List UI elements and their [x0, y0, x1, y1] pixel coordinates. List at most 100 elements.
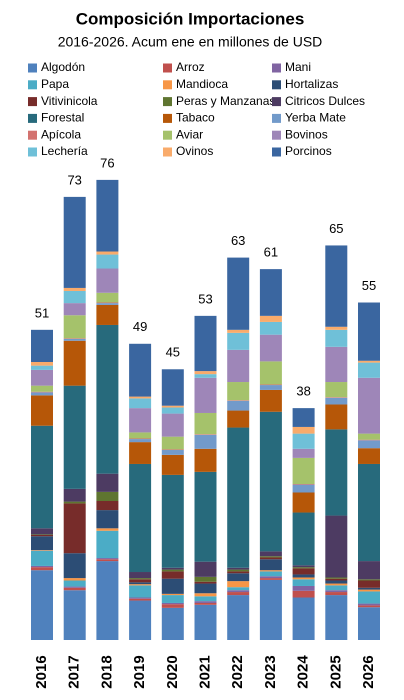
bar-segment: [227, 382, 250, 401]
bar-segment: [96, 559, 119, 562]
legend-label: Forestal: [41, 111, 84, 125]
legend-swatch: [272, 147, 281, 157]
x-tick-label: 2021: [196, 655, 213, 688]
legend-swatch: [272, 130, 281, 140]
bar-segment: [96, 304, 119, 325]
bar-segment: [325, 326, 348, 330]
bar-segment: [194, 471, 217, 562]
bar-segment: [292, 426, 315, 434]
legend-label: Hortalizas: [285, 77, 338, 91]
bar-segment: [358, 589, 380, 592]
bar-segment: [31, 550, 53, 566]
bar-segment: [161, 571, 184, 579]
bar-segment: [63, 290, 86, 304]
bar-segment: [161, 436, 184, 450]
bar-segment: [161, 474, 184, 568]
bar-segment: [325, 329, 348, 347]
legend-swatch: [272, 97, 281, 107]
bar-segment: [227, 329, 250, 333]
bar-segment: [129, 578, 152, 580]
x-tick-label: 2026: [360, 655, 377, 688]
bar-segment: [227, 592, 250, 596]
bar-segment: [161, 567, 184, 570]
bar-segment: [227, 349, 250, 383]
legend-swatch: [163, 113, 172, 123]
bar-segment: [194, 315, 217, 372]
bar-segment: [194, 448, 217, 472]
bar-segment: [63, 501, 86, 504]
bar-segment: [63, 503, 86, 554]
legend-label: Lechería: [41, 144, 88, 158]
x-tick-label: 2024: [295, 655, 312, 689]
bar-segment: [358, 448, 380, 464]
total-label: 61: [264, 245, 278, 260]
x-tick-label: 2019: [131, 655, 148, 688]
legend-label: Algodón: [41, 60, 85, 74]
total-label: 45: [166, 345, 180, 360]
bar-segment: [325, 515, 348, 578]
chart-title: Composición Importaciones: [76, 9, 305, 28]
chart-subtitle: 2016-2026. Acum ene en millones de USD: [58, 34, 323, 50]
bar-segment: [96, 510, 119, 529]
bar-segment: [358, 605, 380, 608]
bar-segment: [96, 561, 119, 640]
bar-segment: [292, 433, 315, 449]
bar-segment: [325, 397, 348, 405]
bar-segment: [31, 385, 53, 392]
legend-swatch: [163, 130, 172, 140]
bar-segment: [292, 568, 315, 575]
bar-segment: [161, 413, 184, 437]
legend-label: Mani: [285, 60, 311, 74]
bar-segment: [358, 587, 380, 590]
bar-segment: [292, 512, 315, 566]
bar-segment: [161, 578, 184, 594]
bar-segment: [63, 488, 86, 502]
total-label: 76: [100, 155, 114, 170]
x-tick-label: 2018: [98, 655, 115, 688]
bar-segment: [259, 576, 282, 579]
bar-segment: [259, 556, 282, 558]
bar-segment: [161, 602, 184, 605]
legend-label: Citricos Dulces: [285, 94, 365, 108]
bar-segment: [96, 324, 119, 474]
bar-segment: [227, 569, 250, 572]
bar-segment: [259, 269, 282, 316]
bar-segment: [194, 583, 217, 594]
bar-segment: [358, 591, 380, 604]
bar-segment: [96, 179, 119, 252]
bar-segment: [358, 561, 380, 580]
bar-segment: [325, 583, 348, 586]
bar-segment: [259, 321, 282, 335]
bar-segment: [96, 254, 119, 269]
bar-segment: [259, 579, 282, 640]
bar-segment: [161, 569, 184, 572]
bar-segment: [161, 593, 184, 596]
bar-segment: [129, 582, 152, 585]
bar-segment: [325, 592, 348, 596]
bar-segment: [325, 580, 348, 584]
bar-segment: [259, 578, 282, 580]
bar-segment: [227, 571, 250, 574]
bar-segment: [227, 595, 250, 640]
x-tick-label: 2016: [33, 655, 50, 688]
bar-segment: [96, 473, 119, 492]
bar-segment: [259, 557, 282, 560]
bar-segment: [129, 439, 152, 443]
bar-segment: [63, 315, 86, 339]
bar-segment: [129, 432, 152, 439]
bar-segment: [161, 449, 184, 451]
bar-segment: [129, 396, 152, 399]
x-tick-label: 2022: [229, 655, 246, 688]
bar-segment: [325, 346, 348, 383]
bar-segment: [259, 551, 282, 557]
bar-segment: [227, 573, 250, 582]
bar-segment: [325, 245, 348, 327]
bar-segment: [358, 433, 380, 440]
bar-segment: [63, 385, 86, 489]
bar-segment: [227, 400, 250, 401]
legend-label: Vitivinicola: [41, 94, 98, 108]
legend-swatch: [163, 147, 172, 157]
legend-swatch: [28, 113, 37, 123]
bar-segment: [63, 303, 86, 316]
legend-swatch: [163, 80, 172, 90]
